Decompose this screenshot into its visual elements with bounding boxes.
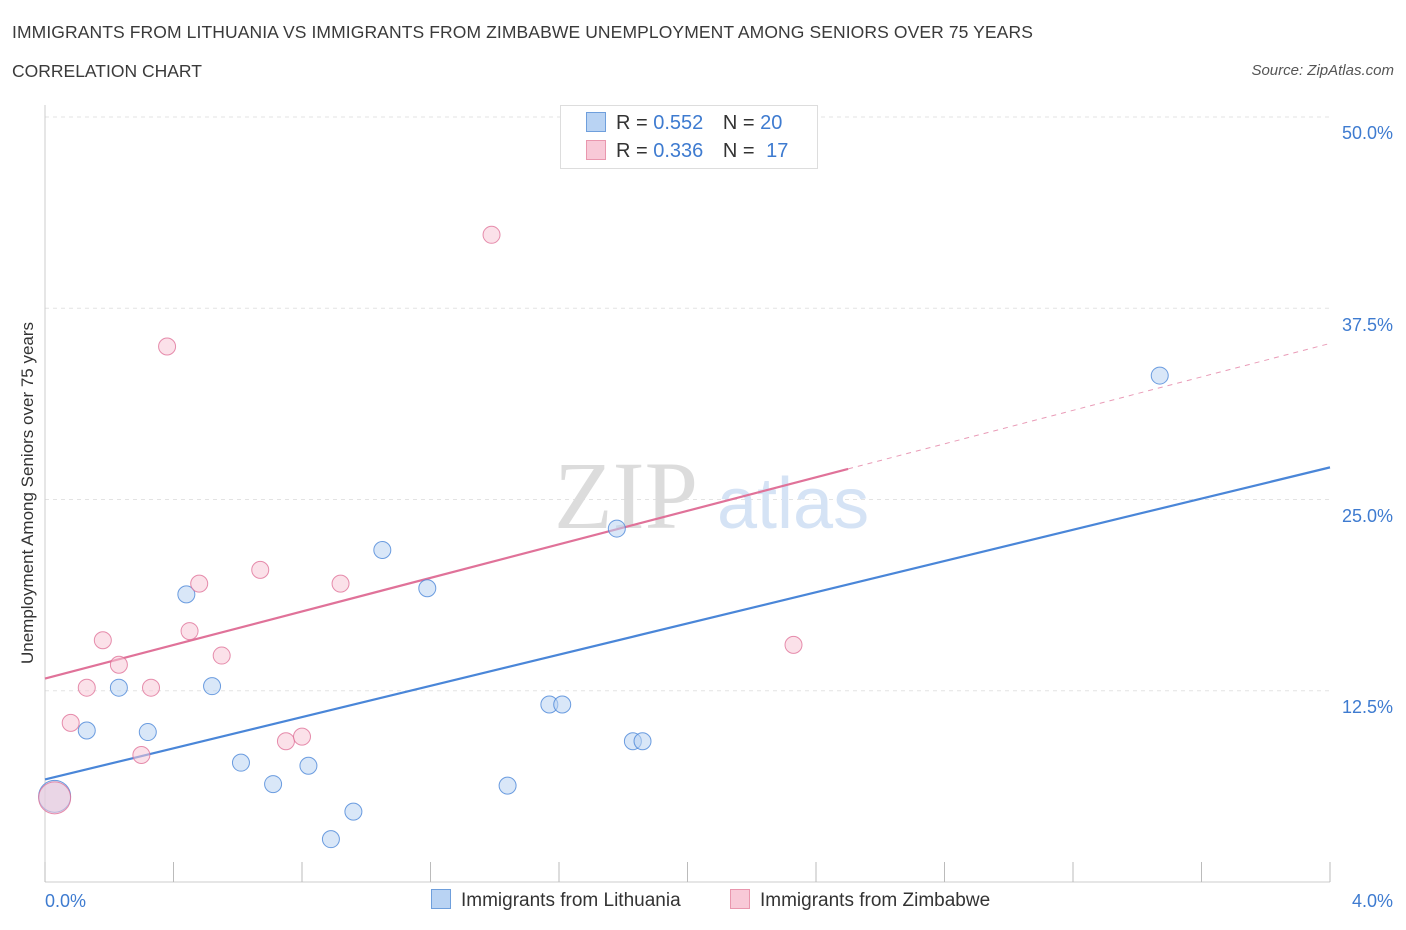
zimbabwe-swatch — [730, 889, 750, 909]
legend-label: Immigrants from Lithuania — [461, 890, 681, 911]
point-zimbabwe — [331, 574, 350, 593]
point-lithuania — [321, 830, 340, 849]
point-zimbabwe — [158, 337, 177, 356]
point-zimbabwe — [180, 622, 199, 641]
point-lithuania — [109, 678, 128, 697]
trend-lines — [44, 342, 1331, 781]
watermark-atlas: atlas — [717, 464, 869, 544]
trend-line-lithuania — [44, 466, 1331, 781]
point-zimbabwe — [38, 781, 72, 815]
point-lithuania — [264, 775, 283, 794]
legend-label: Immigrants from Zimbabwe — [760, 890, 991, 911]
point-lithuania — [231, 753, 250, 772]
y-tick-label: 37.5% — [1341, 315, 1393, 335]
n-label: N = — [722, 112, 755, 134]
point-zimbabwe — [77, 678, 96, 697]
point-lithuania — [177, 585, 196, 604]
point-lithuania — [607, 519, 626, 538]
point-lithuania — [299, 756, 318, 775]
y-tick-label: 50.0% — [1341, 123, 1393, 143]
y-axis-label: Unemployment Among Seniors over 75 years — [18, 321, 37, 665]
point-zimbabwe — [251, 560, 270, 579]
grid-lines — [45, 116, 1330, 692]
point-zimbabwe — [293, 727, 311, 746]
stats-row-zimbabwe: R = 0.336 N = 17 — [586, 140, 788, 164]
point-zimbabwe — [61, 713, 80, 732]
chart-title: IMMIGRANTS FROM LITHUANIA VS IMMIGRANTS … — [12, 22, 1033, 42]
point-zimbabwe — [482, 225, 501, 244]
point-zimbabwe — [276, 732, 295, 751]
point-lithuania — [77, 721, 96, 740]
x-tick-label: 0.0% — [45, 891, 87, 911]
point-zimbabwe — [190, 574, 209, 593]
lithuania-swatch — [431, 889, 451, 909]
x-tick-label: 4.0% — [1351, 891, 1393, 911]
point-lithuania — [633, 732, 652, 751]
axes — [44, 105, 1331, 883]
n-value: 17 — [766, 140, 789, 162]
point-lithuania — [1150, 366, 1169, 385]
watermark: ZIP atlas — [554, 442, 869, 549]
n-value: 20 — [760, 112, 783, 134]
point-zimbabwe — [142, 678, 161, 697]
data-points — [38, 225, 1169, 849]
stats-row-lithuania: R = 0.552 N = 20 — [586, 112, 782, 136]
r-value: 0.336 — [653, 140, 704, 162]
point-zimbabwe — [212, 646, 231, 665]
point-zimbabwe — [93, 631, 112, 650]
n-label: N = — [722, 140, 755, 162]
r-label: R = — [616, 140, 648, 162]
point-zimbabwe — [784, 635, 803, 654]
r-label: R = — [616, 112, 648, 134]
point-lithuania — [138, 723, 157, 742]
watermark-zip: ZIP — [554, 442, 698, 549]
zimbabwe-swatch — [586, 140, 606, 160]
point-lithuania — [418, 579, 437, 598]
point-lithuania — [373, 540, 392, 559]
point-zimbabwe — [132, 746, 151, 765]
r-value: 0.552 — [653, 112, 704, 134]
lithuania-swatch — [586, 112, 606, 132]
legend-item-zimbabwe[interactable]: Immigrants from Zimbabwe — [730, 889, 990, 912]
chart-subtitle: CORRELATION CHART — [12, 61, 202, 81]
legend-item-lithuania[interactable]: Immigrants from Lithuania — [431, 889, 681, 912]
point-lithuania — [498, 776, 517, 795]
trend-extension-zimbabwe — [847, 342, 1331, 470]
point-zimbabwe — [109, 655, 128, 674]
y-tick-label: 12.5% — [1341, 697, 1393, 717]
point-lithuania — [553, 695, 572, 714]
point-lithuania — [203, 677, 222, 696]
y-tick-label: 25.0% — [1341, 506, 1393, 526]
point-lithuania — [344, 802, 363, 821]
stats-legend: R = 0.552 N = 20 R = 0.336 N = 17 — [560, 105, 818, 169]
source-credit: Source: ZipAtlas.com — [1251, 62, 1394, 79]
trend-line-zimbabwe — [44, 467, 849, 680]
